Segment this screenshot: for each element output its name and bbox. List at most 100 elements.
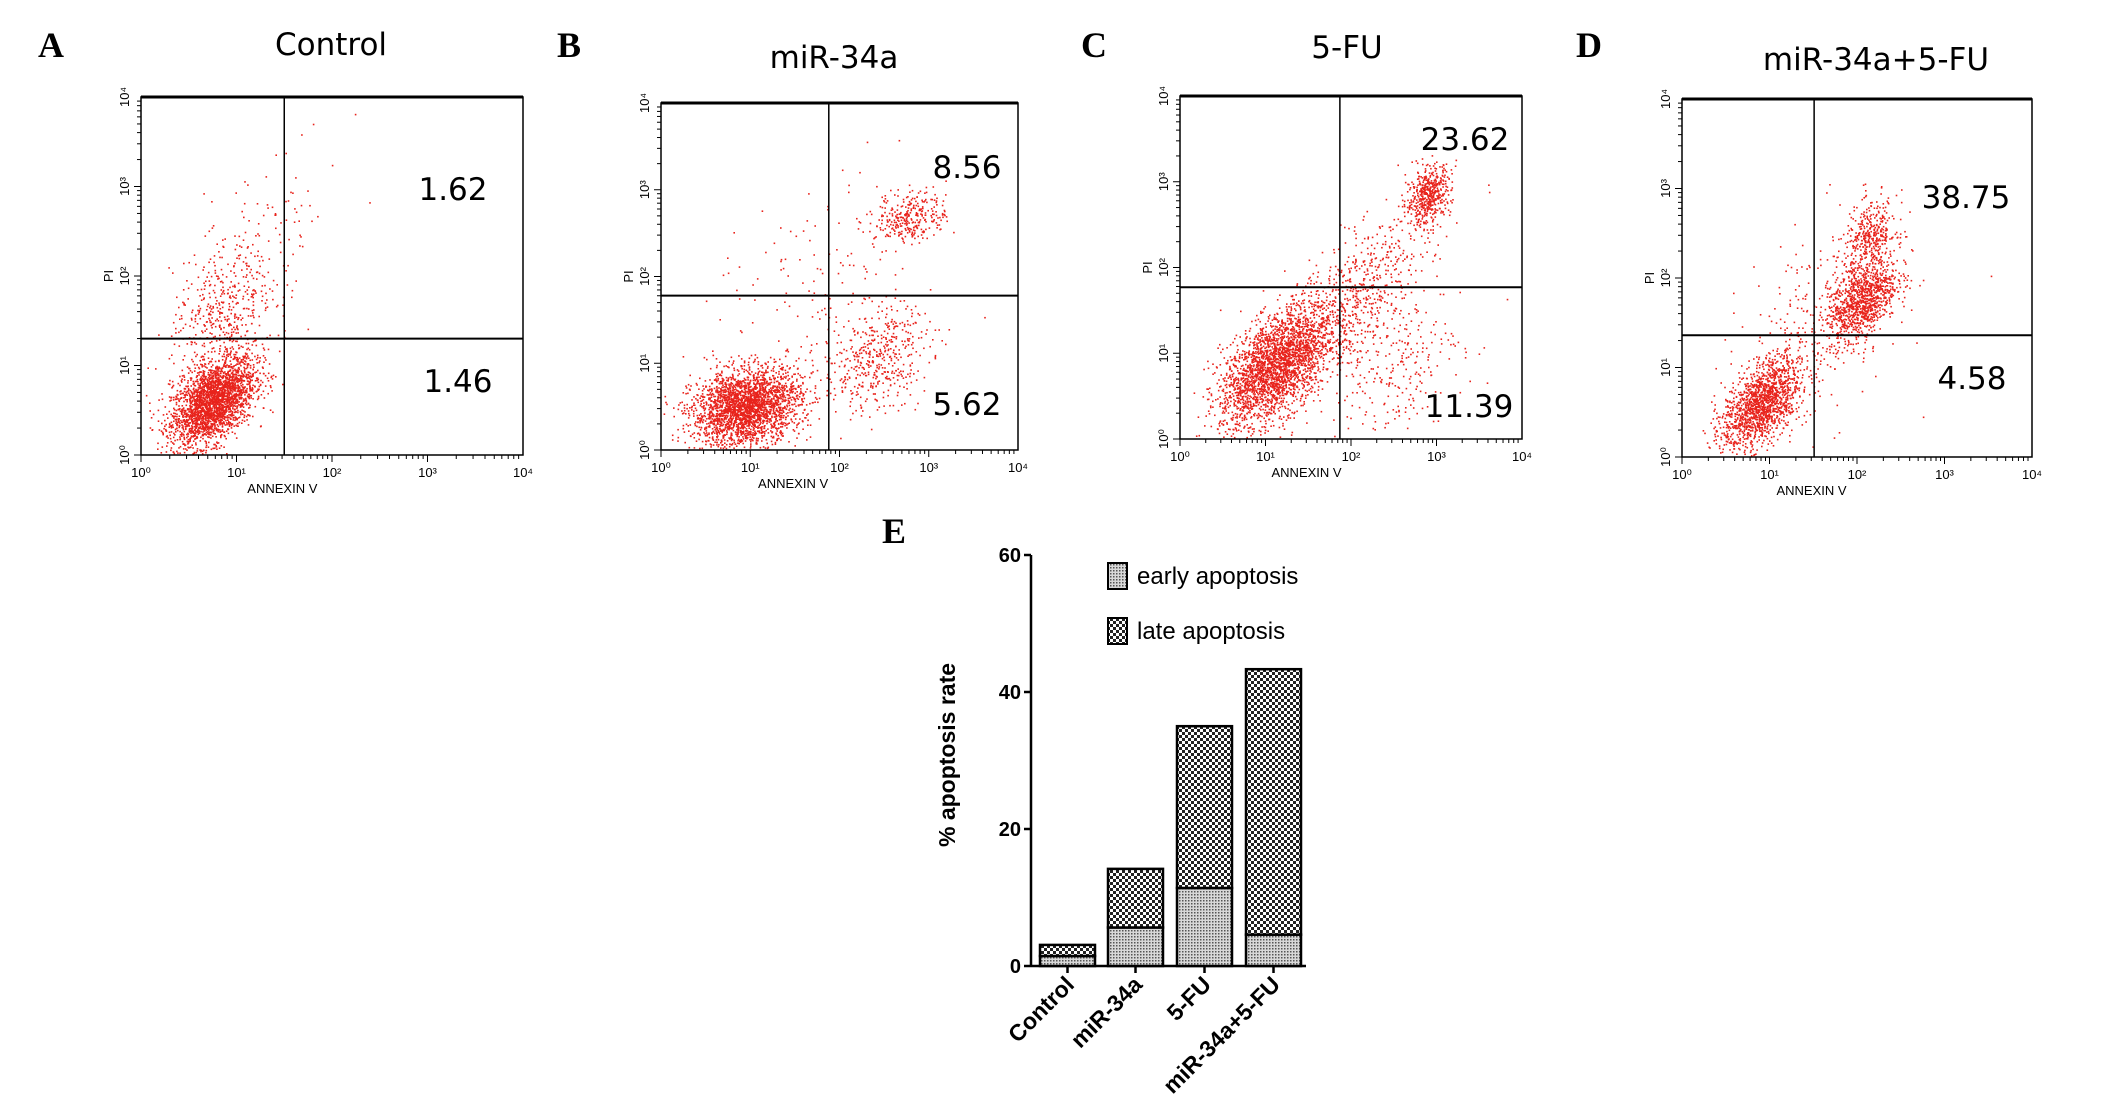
event-dot [790, 399, 793, 401]
event-dot [190, 427, 193, 430]
event-dot [721, 410, 723, 413]
event-dot [223, 364, 225, 367]
event-dot [173, 452, 176, 455]
event-dot [721, 431, 723, 434]
event-dot [219, 295, 222, 297]
event-dot [214, 383, 217, 386]
event-dot [227, 401, 229, 403]
event-dot [223, 434, 226, 437]
event-dot [225, 399, 228, 402]
event-dot [199, 416, 201, 418]
event-dot [723, 386, 726, 388]
event-dot [247, 342, 250, 345]
event-dot [708, 385, 711, 388]
event-dot [841, 386, 843, 389]
event-dot [204, 378, 206, 381]
event-dot [234, 275, 237, 277]
event-dot [210, 413, 212, 415]
event-dot [748, 372, 750, 374]
event-dot [241, 379, 243, 382]
event-dot [733, 439, 735, 442]
event-dot [181, 440, 184, 443]
event-dot [688, 430, 690, 432]
event-dot [206, 414, 209, 416]
event-dot [244, 355, 246, 358]
event-dot [267, 240, 270, 242]
event-dot [721, 400, 723, 403]
event-dot [731, 409, 733, 411]
event-dot [219, 384, 221, 386]
event-dot [234, 393, 237, 396]
event-dot [707, 426, 710, 428]
event-dot [234, 405, 237, 408]
event-dot [195, 430, 197, 433]
event-dot [237, 370, 240, 373]
event-dot [228, 425, 231, 427]
event-dot [225, 357, 228, 360]
event-dot [210, 324, 213, 327]
event-dot [214, 400, 216, 403]
event-dot [254, 355, 256, 358]
event-dot [751, 410, 754, 412]
event-dot [247, 383, 249, 386]
event-dot [777, 434, 779, 437]
event-dot [261, 295, 264, 298]
event-dot [193, 415, 196, 417]
event-dot [221, 306, 224, 309]
event-dot [726, 387, 729, 389]
event-dot [713, 426, 716, 429]
event-dot [280, 222, 282, 224]
event-dot [202, 420, 205, 423]
event-dot [214, 319, 217, 322]
event-dot [202, 269, 204, 271]
event-dot [778, 413, 781, 416]
event-dot [218, 304, 221, 306]
event-dot [739, 387, 742, 389]
event-dot [205, 444, 208, 447]
event-dot [169, 437, 172, 440]
event-dot [190, 317, 193, 320]
event-dot [197, 412, 199, 414]
event-dot [204, 423, 206, 425]
event-dot [715, 424, 717, 427]
event-dot [728, 407, 731, 410]
event-dot [189, 325, 191, 327]
event-dot [226, 423, 228, 426]
event-dot [740, 439, 743, 441]
event-dot [247, 280, 249, 283]
event-dot [226, 383, 228, 385]
event-dot [177, 452, 179, 454]
event-dot [200, 379, 202, 382]
event-dot [172, 442, 174, 444]
event-dot [235, 359, 238, 361]
event-dot [220, 399, 222, 402]
event-dot [768, 388, 770, 391]
event-dot [767, 391, 770, 394]
event-dot [799, 404, 802, 406]
event-dot [731, 442, 734, 445]
event-dot [232, 388, 235, 391]
event-dot [677, 428, 679, 431]
event-dot [753, 383, 755, 385]
event-dot [749, 407, 751, 409]
event-dot [193, 393, 196, 395]
event-dot [214, 403, 216, 405]
event-dot [232, 401, 235, 404]
event-dot [221, 383, 223, 386]
event-dot [728, 424, 731, 426]
event-dot [777, 398, 779, 401]
event-dot [215, 340, 218, 342]
event-dot [214, 382, 217, 385]
event-dot [226, 377, 228, 380]
event-dot [734, 403, 737, 406]
event-dot [203, 370, 206, 373]
event-dot [196, 397, 199, 400]
event-dot [230, 350, 232, 352]
event-dot [162, 414, 165, 416]
event-dot [206, 399, 208, 402]
event-dot [683, 407, 686, 409]
event-dot [170, 449, 172, 452]
event-dot [758, 382, 761, 385]
event-dot [205, 403, 208, 405]
event-dot [179, 422, 181, 425]
